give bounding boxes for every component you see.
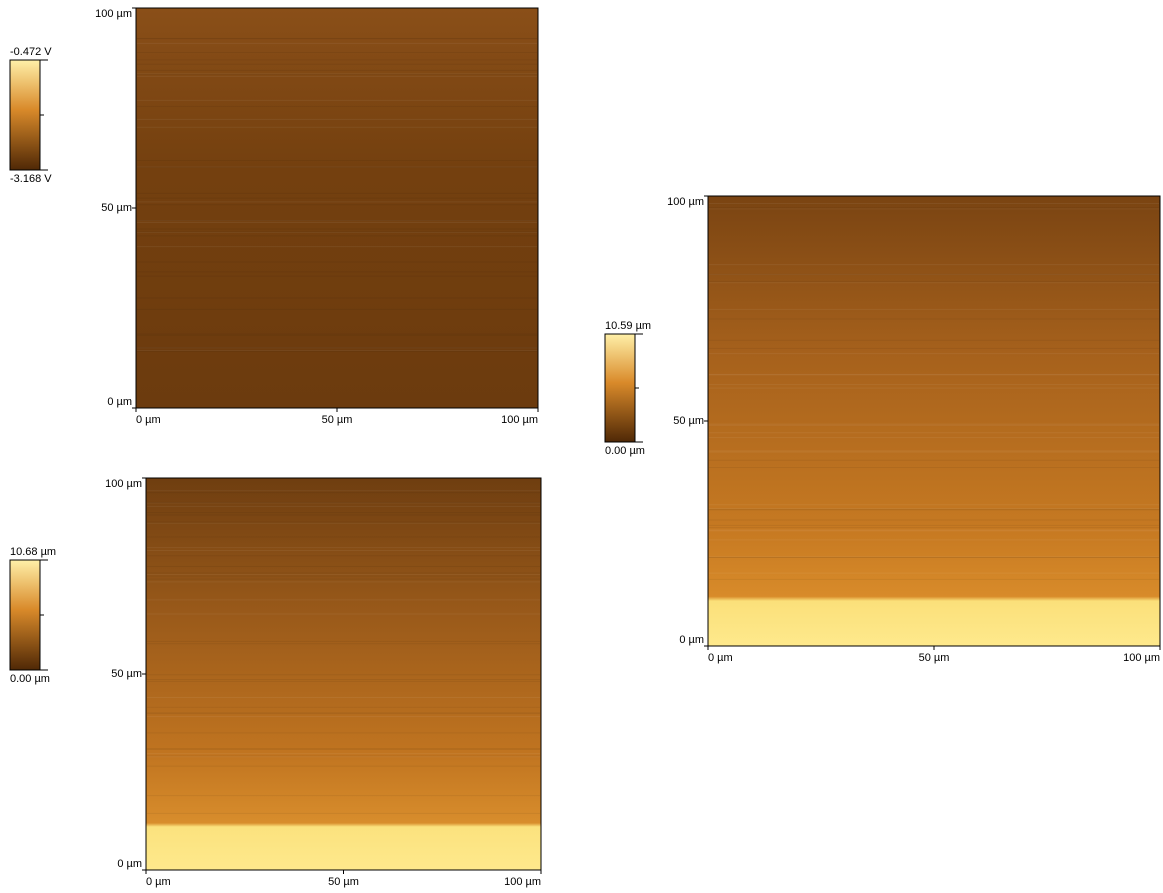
y-tick-label: 50 µm — [111, 668, 142, 680]
x-tick-label: 100 µm — [1123, 652, 1160, 664]
y-tick-label: 0 µm — [679, 634, 704, 646]
y-tick-label: 100 µm — [95, 8, 132, 20]
colorbar-max-label: 10.68 µm — [10, 546, 56, 558]
x-tick-label: 0 µm — [146, 876, 171, 888]
x-tick-label: 0 µm — [136, 414, 161, 426]
y-tick-label: 100 µm — [667, 196, 704, 208]
x-tick-label: 50 µm — [919, 652, 950, 664]
y-tick-label: 50 µm — [673, 415, 704, 427]
colorbar — [10, 60, 40, 170]
x-tick-label: 50 µm — [322, 414, 353, 426]
y-tick-label: 0 µm — [107, 396, 132, 408]
x-tick-label: 100 µm — [504, 876, 541, 888]
y-tick-label: 100 µm — [105, 478, 142, 490]
colorbar — [605, 334, 635, 442]
x-tick-label: 50 µm — [328, 876, 359, 888]
y-tick-label: 50 µm — [101, 202, 132, 214]
colorbar — [10, 560, 40, 670]
afm-page: -0.472 V -3.168 V 0 µm 50 µm 100 µm 0 µm 50 µm… — [0, 0, 1163, 893]
x-tick-label: 0 µm — [708, 652, 733, 664]
colorbar-max-label: 10.59 µm — [605, 320, 651, 332]
colorbar-min-label: -3.168 V — [10, 173, 52, 185]
colorbar-max-label: -0.472 V — [10, 46, 52, 58]
x-tick-label: 100 µm — [501, 414, 538, 426]
colorbar-min-label: 0.00 µm — [605, 445, 645, 457]
scan-image — [708, 196, 1160, 646]
y-tick-label: 0 µm — [117, 858, 142, 870]
colorbar-min-label: 0.00 µm — [10, 673, 50, 685]
